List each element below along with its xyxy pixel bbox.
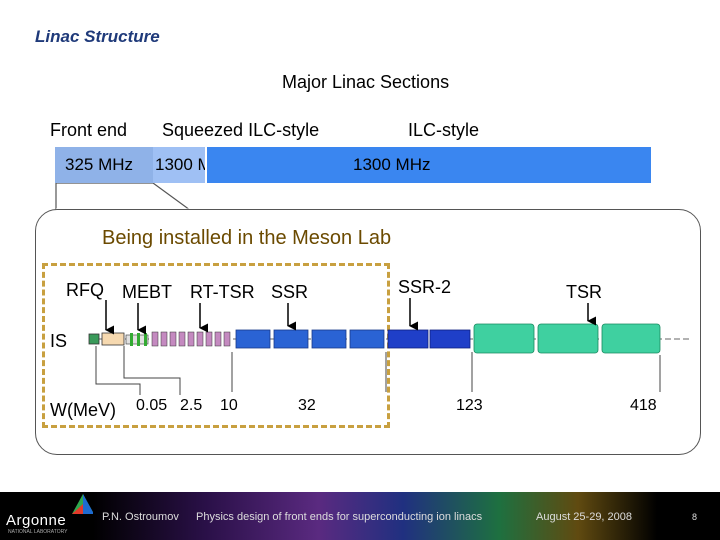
- label-ssr: SSR: [271, 282, 309, 302]
- section-label-ilc: ILC-style: [408, 120, 480, 140]
- energy-1: 2.5: [180, 397, 203, 414]
- label-tsr: TSR: [566, 282, 602, 302]
- energy-5: 418: [630, 397, 657, 414]
- label-mebt: MEBT: [122, 282, 173, 302]
- freq-front-end: 325 MHz: [65, 155, 134, 174]
- argonne-logo-icon: [72, 494, 94, 514]
- energy-3: 32: [298, 397, 316, 414]
- slide-title: Linac Structure: [35, 27, 160, 46]
- footer-page-number: 8: [692, 512, 698, 522]
- sections-title: Major Linac Sections: [282, 72, 450, 92]
- section-label-squeezed: Squeezed ILC-style: [162, 120, 320, 140]
- rt-tsr-cavities: [151, 331, 231, 347]
- label-ssr2: SSR-2: [398, 277, 452, 297]
- meson-lab-heading: Being installed in the Meson Lab: [102, 227, 392, 249]
- bar-front-end: 325 MHz: [55, 147, 153, 183]
- section-label-front-end: Front end: [50, 120, 128, 140]
- tsr-modules: [473, 323, 661, 354]
- footer-date: August 25-29, 2008: [536, 511, 633, 523]
- label-w-mev: W(MeV): [50, 400, 116, 420]
- footer-talk-title: Physics design of front ends for superco…: [196, 511, 483, 523]
- footer-bar: Argonne NATIONAL LABORATORY P.N. Ostroum…: [0, 492, 720, 540]
- label-rt-tsr: RT-TSR: [190, 282, 255, 302]
- argonne-logo-subtext: NATIONAL LABORATORY: [8, 529, 68, 535]
- beamline-schematic: [88, 298, 690, 395]
- ssr2-modules: [387, 329, 471, 349]
- footer-author: P.N. Ostroumov: [102, 511, 179, 523]
- ssr-modules: [235, 329, 385, 349]
- freq-ilc: 1300 MHz: [353, 155, 431, 174]
- energy-2: 10: [220, 397, 238, 414]
- argonne-logo-text: Argonne: [6, 512, 67, 529]
- energy-4: 123: [456, 397, 483, 414]
- label-rfq: RFQ: [66, 280, 104, 300]
- rfq-cavity: [101, 332, 125, 346]
- bar-divider: [205, 147, 207, 183]
- energy-markers: [95, 346, 661, 395]
- label-is: IS: [50, 331, 68, 351]
- energy-0: 0.05: [136, 397, 168, 414]
- bar-ilc: 1300 MHz: [207, 147, 651, 183]
- ion-source: [88, 333, 100, 345]
- footer-gradient: [93, 492, 657, 540]
